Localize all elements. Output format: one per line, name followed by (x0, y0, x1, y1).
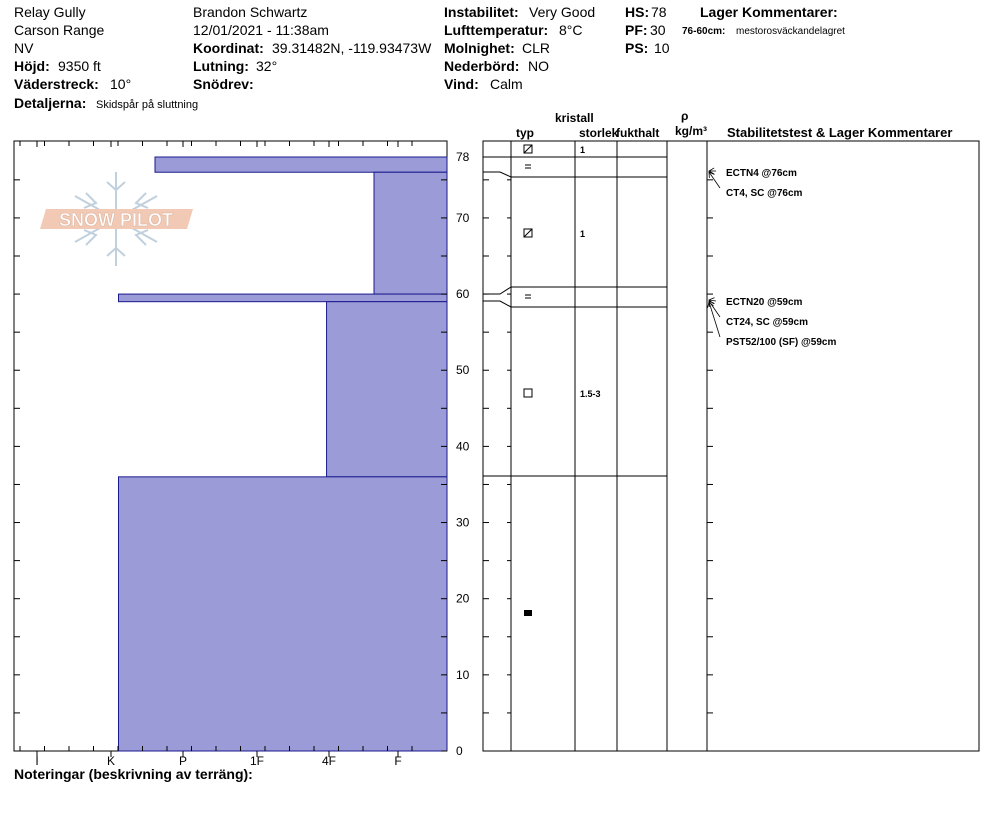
state: NV (14, 40, 34, 56)
col-crystal-label: kristall (555, 111, 594, 125)
ps-value: 10 (654, 40, 670, 56)
cloud-label: Molnighet: (444, 40, 515, 56)
hardness-tick-label: K (107, 754, 115, 768)
layer-comment-range: 76-60cm: (682, 26, 726, 37)
terrain-notes-label: Noteringar (beskrivning av terräng): (14, 766, 253, 782)
observer-name: Brandon Schwartz (193, 4, 308, 20)
layer-boundary-line (483, 300, 667, 308)
grain-size-label: 1 (580, 229, 585, 239)
slope-value: 32° (256, 58, 278, 74)
hardness-tick-label: 1F (250, 754, 264, 768)
height-axis: 0 10 20 30 40 50 60 70 78 (14, 150, 470, 758)
ps-label: PS: (625, 40, 649, 56)
hardness-layer-bar (326, 301, 448, 478)
air-temp-label: Lufttemperatur: (444, 22, 549, 38)
pf-value: 30 (650, 22, 666, 38)
stability-test-arrow (708, 171, 721, 189)
stability-test-label: PST52/100 (SF) @59cm (726, 337, 836, 348)
hardness-tick-label: 4F (322, 754, 336, 768)
height-tick-label: 10 (456, 668, 470, 682)
stability-test-label: CT4, SC @76cm (726, 188, 803, 199)
site-name: Relay Gully (14, 4, 86, 20)
height-tick-label: 70 (456, 211, 470, 225)
hs-value: 78 (651, 4, 667, 20)
coordinate-value: 39.31482N, -119.93473W (272, 40, 432, 56)
stability-test-arrowhead (708, 171, 715, 179)
observation-datetime: 12/01/2021 - 11:38am (193, 22, 329, 38)
height-tick-label: 60 (456, 287, 470, 301)
cloud-value: CLR (522, 40, 551, 56)
grain-symbol-decomposing (523, 228, 533, 238)
col-density-symbol: ρ (681, 109, 689, 123)
hardness-layer-bar (154, 156, 448, 173)
wind-value: Calm (490, 76, 523, 92)
precip-value: NO (528, 58, 549, 74)
layer-comment-text: mestorosväckandelagret (736, 26, 845, 37)
height-tick-label: 78 (456, 150, 470, 164)
grain-symbol-slash (523, 144, 533, 154)
stability-test-arrows: ECTN4 @76cm CT4, SC @76cm ECTN20 @59cm CT24… (707, 167, 836, 348)
details-value: Skidspår på sluttning (96, 99, 199, 111)
slope-label: Lutning: (193, 58, 249, 74)
layer-comments-title: Lager Kommentarer: (700, 4, 838, 20)
stability-test-arrowhead (708, 300, 715, 308)
mountain-range: Carson Range (14, 22, 105, 38)
col-moisture-label: fukthalt (616, 126, 660, 140)
elevation-value: 9350 ft (58, 58, 101, 74)
elevation-label: Höjd: (14, 58, 50, 74)
grain-size-label: 1.5-3 (580, 389, 601, 399)
wind-label: Vind: (444, 76, 479, 92)
col-density-unit: kg/m³ (675, 124, 708, 138)
hardness-layers (118, 156, 448, 752)
hardness-layer-bar (373, 171, 448, 295)
wind-drift-label: Snödrev: (193, 76, 254, 92)
grain-symbol-decomposing (523, 144, 533, 154)
hardness-layer-bar (118, 293, 448, 303)
hardness-tick-label: P (179, 754, 187, 768)
col-size-label: storlek (579, 126, 619, 140)
aspect-value: 10° (110, 76, 132, 92)
grain-symbol-slash (523, 228, 533, 238)
hardness-axis: I K P 1F 4F F (19, 141, 413, 768)
stability-test-arrow (708, 299, 717, 302)
details-label: Detaljerna: (14, 95, 87, 111)
snowpilot-logo-text: SNOW PILOT (59, 210, 173, 230)
layer-boundary-line (483, 171, 667, 178)
instability-label: Instabilitet: (444, 4, 519, 20)
grain-size-label: 1 (580, 145, 585, 155)
height-tick-label: 0 (456, 744, 463, 758)
stability-test-label: CT24, SC @59cm (726, 317, 808, 328)
height-tick-label: 20 (456, 592, 470, 606)
height-tick-label: 40 (456, 439, 470, 453)
coordinate-label: Koordinat: (193, 40, 264, 56)
col-type-label: typ (516, 126, 534, 140)
grain-rows: 1 1 1.5-3 (523, 144, 601, 616)
table-height-ticks (483, 179, 713, 752)
air-temp-value: 8°C (559, 22, 583, 38)
precip-label: Nederbörd: (444, 58, 520, 74)
stability-test-arrow (708, 301, 721, 338)
col-stability-label: Stabilitetstest & Lager Kommentarer (727, 125, 953, 140)
layer-table-frame (482, 140, 980, 752)
grain-symbol-melt-form (524, 610, 532, 616)
stability-test-label: ECTN20 @59cm (726, 297, 803, 308)
stability-test-label: ECTN4 @76cm (726, 168, 797, 179)
height-tick-label: 50 (456, 363, 470, 377)
grain-symbol-faceted (523, 388, 533, 398)
hardness-tick-label: I (35, 754, 38, 768)
pf-label: PF: (625, 22, 648, 38)
snowpilot-logo: SNOW PILOT (40, 172, 193, 266)
hs-label: HS: (625, 4, 650, 20)
instability-value: Very Good (529, 4, 596, 20)
layer-boundaries (482, 141, 667, 477)
aspect-label: Väderstreck: (14, 76, 99, 92)
stability-test-arrowhead (707, 301, 714, 308)
stability-test-arrowhead (708, 167, 715, 175)
hardness-layer-bar (118, 476, 448, 752)
hardness-tick-label: F (394, 754, 401, 768)
height-tick-label: 30 (456, 516, 470, 530)
layer-boundary-line (483, 286, 667, 295)
